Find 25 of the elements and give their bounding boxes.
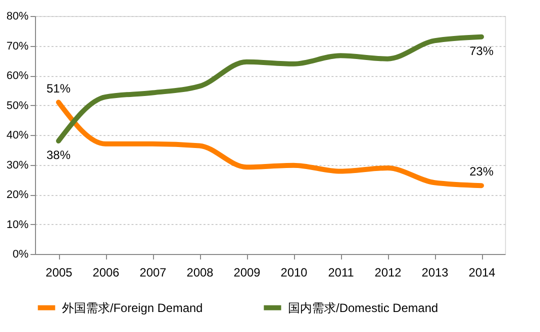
- x-tick-label: 2013: [422, 266, 449, 280]
- x-tick-label: 2008: [186, 266, 214, 280]
- x-tick-label: 2010: [280, 266, 308, 280]
- data-label: 38%: [46, 148, 71, 162]
- data-label: 23%: [469, 164, 494, 179]
- data-label: 51%: [46, 81, 71, 96]
- x-tick-label: 2007: [140, 266, 167, 280]
- y-tick-label: 30%: [6, 159, 29, 172]
- y-tick-label: 0%: [12, 248, 29, 260]
- x-tick-label: 2012: [374, 266, 402, 280]
- y-tick-label: 50%: [6, 100, 29, 112]
- x-tick-label: 2011: [328, 266, 354, 280]
- y-tick-label: 10%: [6, 218, 29, 231]
- y-tick-label: 80%: [6, 10, 29, 22]
- x-tick-label: 2014: [468, 266, 496, 280]
- y-tick-label: 70%: [6, 40, 29, 52]
- x-tick-label: 2009: [234, 266, 261, 280]
- legend-label: 外国需求/Foreign Demand: [62, 300, 203, 315]
- y-tick-label: 60%: [6, 70, 29, 82]
- x-tick-label: 2005: [46, 266, 73, 280]
- data-label: 73%: [469, 44, 494, 58]
- y-tick-label: 20%: [6, 189, 29, 201]
- y-tick-label: 40%: [6, 130, 29, 142]
- legend-label: 国内需求/Domestic Demand: [288, 300, 438, 315]
- x-tick-label: 2006: [92, 266, 120, 280]
